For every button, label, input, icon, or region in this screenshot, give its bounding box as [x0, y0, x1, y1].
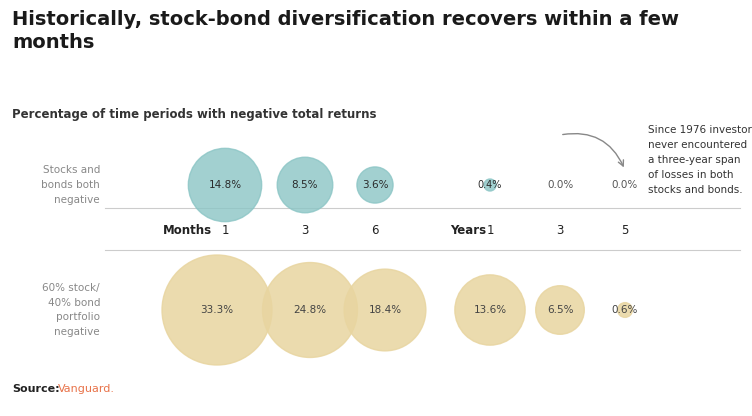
Circle shape: [344, 269, 426, 351]
Circle shape: [484, 179, 496, 191]
Circle shape: [188, 149, 262, 222]
Text: 18.4%: 18.4%: [368, 305, 402, 315]
Circle shape: [262, 262, 357, 357]
Text: 8.5%: 8.5%: [292, 180, 318, 190]
Text: 24.8%: 24.8%: [293, 305, 326, 315]
Text: 0.0%: 0.0%: [547, 180, 573, 190]
Text: Years: Years: [450, 223, 486, 237]
Text: Vanguard.: Vanguard.: [58, 384, 115, 394]
Circle shape: [535, 286, 584, 334]
Text: Stocks and
bonds both
negative: Stocks and bonds both negative: [41, 165, 100, 205]
Text: 1: 1: [221, 223, 229, 237]
Text: Percentage of time periods with negative total returns: Percentage of time periods with negative…: [12, 108, 377, 121]
Text: 0.0%: 0.0%: [612, 180, 638, 190]
Circle shape: [162, 255, 272, 365]
Text: 5: 5: [621, 223, 629, 237]
Text: 14.8%: 14.8%: [208, 180, 241, 190]
Text: 1: 1: [487, 223, 494, 237]
Text: Historically, stock-bond diversification recovers within a few
months: Historically, stock-bond diversification…: [12, 10, 679, 52]
Text: 0.4%: 0.4%: [478, 180, 502, 190]
Circle shape: [277, 157, 333, 213]
Circle shape: [357, 167, 393, 203]
Circle shape: [617, 302, 632, 317]
Circle shape: [455, 275, 525, 345]
Text: Since 1976 investors
never encountered
a three-year span
of losses in both
stock: Since 1976 investors never encountered a…: [648, 125, 752, 195]
Text: 33.3%: 33.3%: [201, 305, 234, 315]
Text: 3: 3: [556, 223, 564, 237]
Text: Source:: Source:: [12, 384, 59, 394]
Text: 13.6%: 13.6%: [474, 305, 507, 315]
Text: 6.5%: 6.5%: [547, 305, 573, 315]
Text: 0.6%: 0.6%: [612, 305, 638, 315]
Text: 3: 3: [302, 223, 308, 237]
Text: 60% stock/
40% bond
portfolio
negative: 60% stock/ 40% bond portfolio negative: [42, 283, 100, 337]
Text: 6: 6: [371, 223, 379, 237]
Text: Months: Months: [163, 223, 212, 237]
Text: 3.6%: 3.6%: [362, 180, 388, 190]
